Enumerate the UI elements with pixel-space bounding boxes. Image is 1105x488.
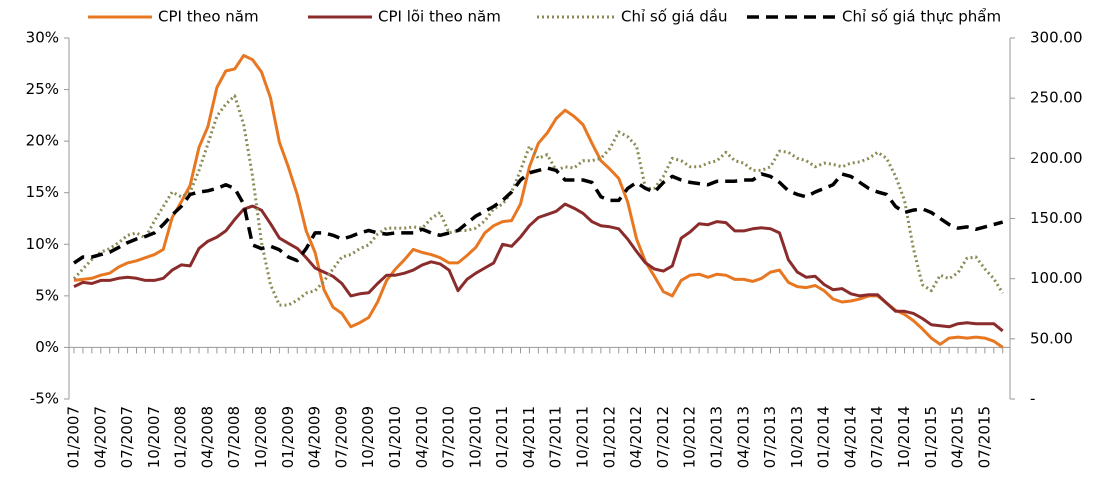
x-tick-label: 04/2012: [627, 406, 645, 468]
x-tick-label: 01/2009: [279, 406, 297, 468]
x-tick-label: 01/2007: [65, 406, 83, 468]
legend-label: CPI lõi theo năm: [378, 8, 501, 26]
legend-label: CPI theo năm: [158, 8, 259, 26]
series-line: [73, 202, 1004, 333]
x-tick-label: 07/2014: [868, 406, 886, 468]
y-tick-label: 30%: [26, 29, 59, 47]
y-tick-label: -5%: [30, 390, 59, 408]
y-tick-label: 0%: [35, 338, 59, 356]
x-tick-label: 10/2010: [466, 406, 484, 468]
x-tick-label: 10/2009: [359, 406, 377, 468]
y2-tick-label: 100.00: [1030, 269, 1083, 287]
x-tick-label: 07/2010: [440, 406, 458, 468]
y-tick-label: 20%: [26, 132, 59, 150]
x-tick-label: 04/2009: [306, 406, 324, 468]
x-tick-label: 04/2015: [949, 406, 967, 468]
x-tick-label: 07/2015: [975, 406, 993, 468]
series-line: [73, 166, 1004, 265]
x-tick-label: 07/2008: [225, 406, 243, 468]
series-line: [72, 94, 1004, 307]
x-tick-label: 01/2015: [922, 406, 940, 468]
x-tick-label: 10/2014: [895, 406, 913, 468]
legend-label: Chỉ số giá thực phẩm: [842, 8, 1001, 26]
y-tick-label: 5%: [35, 286, 59, 304]
x-tick-label: 07/2012: [654, 406, 672, 468]
x-tick-label: 04/2014: [841, 406, 859, 468]
x-tick-label: 04/2010: [413, 406, 431, 468]
x-tick-label: 01/2008: [172, 406, 190, 468]
x-tick-label: 10/2008: [252, 406, 270, 468]
x-tick-label: 01/2010: [386, 406, 404, 468]
x-tick-label: 04/2007: [91, 406, 109, 468]
x-tick-label: 01/2012: [600, 406, 618, 468]
series-line: [73, 54, 1004, 349]
legend-label: Chỉ số giá dầu: [621, 8, 728, 26]
y2-tick-label: 200.00: [1030, 149, 1083, 167]
x-tick-label: 04/2011: [520, 406, 538, 468]
y2-tick-label: 300.00: [1030, 29, 1083, 47]
y2-tick-label: 50.00: [1030, 329, 1073, 347]
x-tick-label: 10/2012: [681, 406, 699, 468]
x-tick-label: 01/2011: [493, 406, 511, 468]
y-tick-label: 10%: [26, 235, 59, 253]
x-tick-label: 01/2013: [707, 406, 725, 468]
x-tick-label: 04/2013: [734, 406, 752, 468]
y2-tick-label: 150.00: [1030, 209, 1083, 227]
x-tick-label: 10/2011: [574, 406, 592, 468]
x-tick-label: 04/2008: [198, 406, 216, 468]
x-tick-label: 10/2007: [145, 406, 163, 468]
y-tick-label: 25%: [26, 80, 59, 98]
x-tick-label: 01/2014: [815, 406, 833, 468]
y-tick-label: 15%: [26, 183, 59, 201]
x-tick-label: 07/2007: [118, 406, 136, 468]
y2-tick-label: -: [1030, 390, 1035, 408]
x-tick-label: 10/2013: [788, 406, 806, 468]
x-tick-label: 07/2013: [761, 406, 779, 468]
x-tick-label: 07/2009: [332, 406, 350, 468]
y2-tick-label: 250.00: [1030, 89, 1083, 107]
x-tick-label: 07/2011: [547, 406, 565, 468]
